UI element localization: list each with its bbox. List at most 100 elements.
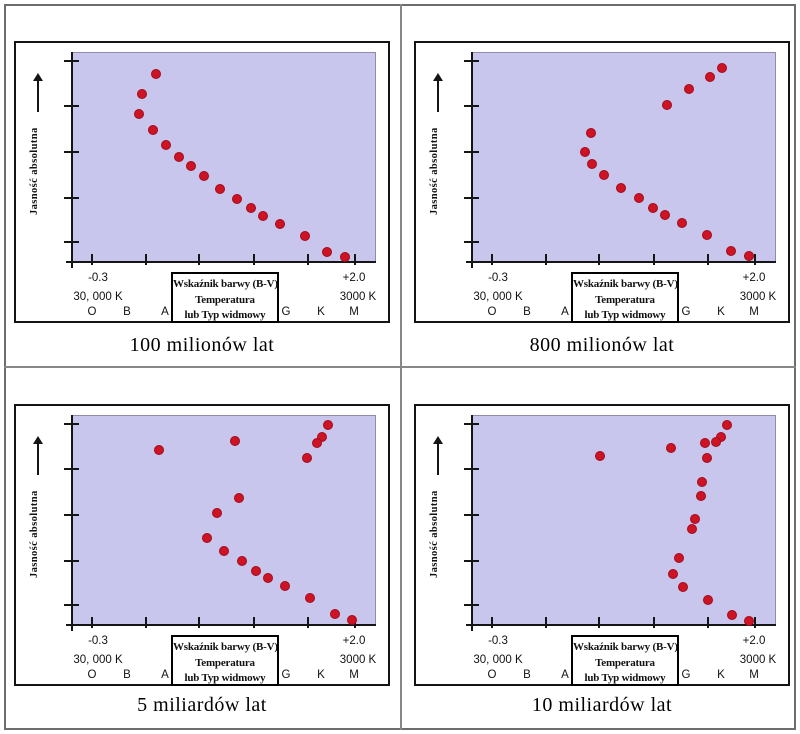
quadrant-top-right: Jasność absolutna -0.3 +2.0 30, 000 K 30… [400, 0, 800, 367]
y-tick [464, 60, 479, 63]
data-point [683, 83, 694, 94]
hr-panel-800-milionow: Jasność absolutna -0.3 +2.0 30, 000 K 30… [414, 41, 790, 323]
y-axis-label: Jasność absolutna [29, 490, 40, 578]
spectral-type-b: B [123, 306, 131, 318]
x-tick [307, 617, 310, 628]
x-axis-legend-box: Wskaźnik barwy (B-V) Temperatura lub Typ… [571, 272, 679, 323]
y-tick [464, 514, 479, 517]
data-point [647, 203, 658, 214]
data-point [677, 582, 688, 593]
x-tick [707, 254, 710, 265]
plot-area [64, 415, 376, 631]
data-point [674, 553, 685, 564]
plot-area [464, 415, 776, 631]
up-arrow-icon [33, 436, 43, 444]
x-tick [544, 254, 547, 265]
data-point [743, 251, 754, 262]
bv-max-label: +2.0 [742, 272, 766, 284]
up-arrow-shaft [437, 81, 439, 112]
data-point [711, 437, 722, 448]
y-tick [464, 105, 479, 108]
data-point [301, 453, 312, 464]
y-axis-line [471, 415, 473, 631]
temp-hot-label: 30, 000 K [73, 291, 123, 303]
data-point [594, 450, 605, 461]
spectral-type-a: A [561, 306, 569, 318]
data-point [185, 160, 196, 171]
x-tick [652, 617, 655, 628]
data-point [702, 453, 713, 464]
spectral-type-g: G [681, 306, 691, 318]
data-point [329, 608, 340, 619]
y-axis-line [71, 415, 73, 631]
data-point [633, 192, 644, 203]
bv-max-label: +2.0 [342, 635, 366, 647]
data-point [230, 436, 241, 447]
y-tick [64, 60, 79, 63]
y-tick [64, 151, 79, 154]
x-tick [252, 254, 255, 265]
spectral-type-o: O [87, 306, 97, 318]
y-tick [64, 514, 79, 517]
data-point [666, 443, 677, 454]
spectral-type-k: K [717, 669, 725, 681]
spectral-type-a: A [161, 306, 169, 318]
bv-max-label: +2.0 [342, 272, 366, 284]
spectral-type-m: M [749, 306, 759, 318]
temp-hot-label: 30, 000 K [73, 654, 123, 666]
bv-max-label: +2.0 [742, 635, 766, 647]
x-tick [598, 617, 601, 628]
data-point [703, 594, 714, 605]
x-tick [490, 254, 493, 265]
spectral-type-m: M [749, 669, 759, 681]
data-point [236, 555, 247, 566]
temp-cool-label: 3000 K [339, 654, 377, 666]
x-axis-line [66, 624, 376, 626]
x-tick [598, 254, 601, 265]
x-tick [354, 254, 357, 265]
spectral-type-o: O [87, 669, 97, 681]
quadrant-top-left: Jasność absolutna -0.3 +2.0 30, 000 K 30… [0, 0, 400, 367]
data-point [702, 230, 713, 241]
horizontal-divider [4, 366, 796, 368]
data-point [744, 615, 755, 626]
y-tick [64, 604, 79, 607]
spectral-type-g: G [281, 306, 291, 318]
data-point [148, 125, 159, 136]
x-tick [707, 617, 710, 628]
data-point [726, 245, 737, 256]
data-point [234, 492, 245, 503]
y-tick [464, 241, 479, 244]
data-point [258, 211, 269, 222]
panel-caption: 800 milionów lat [529, 334, 675, 356]
data-point [660, 210, 671, 221]
y-tick [64, 105, 79, 108]
x-axis-line [466, 624, 776, 626]
y-tick [464, 560, 479, 563]
x-axis-line [466, 261, 776, 263]
bv-min-label: -0.3 [88, 272, 108, 284]
panel-caption: 100 milionów lat [129, 334, 275, 356]
spectral-type-m: M [349, 306, 359, 318]
quadrant-bottom-right: Jasność absolutna -0.3 +2.0 30, 000 K 30… [400, 367, 800, 734]
plot-area [464, 52, 776, 268]
y-tick [64, 468, 79, 471]
data-point [717, 62, 728, 73]
data-point [151, 68, 162, 79]
up-arrow-icon [433, 73, 443, 81]
data-point [299, 231, 310, 242]
data-point [676, 218, 687, 229]
data-point [686, 524, 697, 535]
data-point [232, 193, 243, 204]
data-point [198, 170, 209, 181]
x-axis-legend-box: Wskaźnik barwy (B-V) Temperatura lub Typ… [571, 635, 679, 686]
spectral-type-k: K [317, 306, 325, 318]
x-tick [307, 254, 310, 265]
data-point [312, 438, 323, 449]
x-tick [144, 617, 147, 628]
data-point [585, 128, 596, 139]
data-point [246, 203, 257, 214]
bv-min-label: -0.3 [88, 635, 108, 647]
